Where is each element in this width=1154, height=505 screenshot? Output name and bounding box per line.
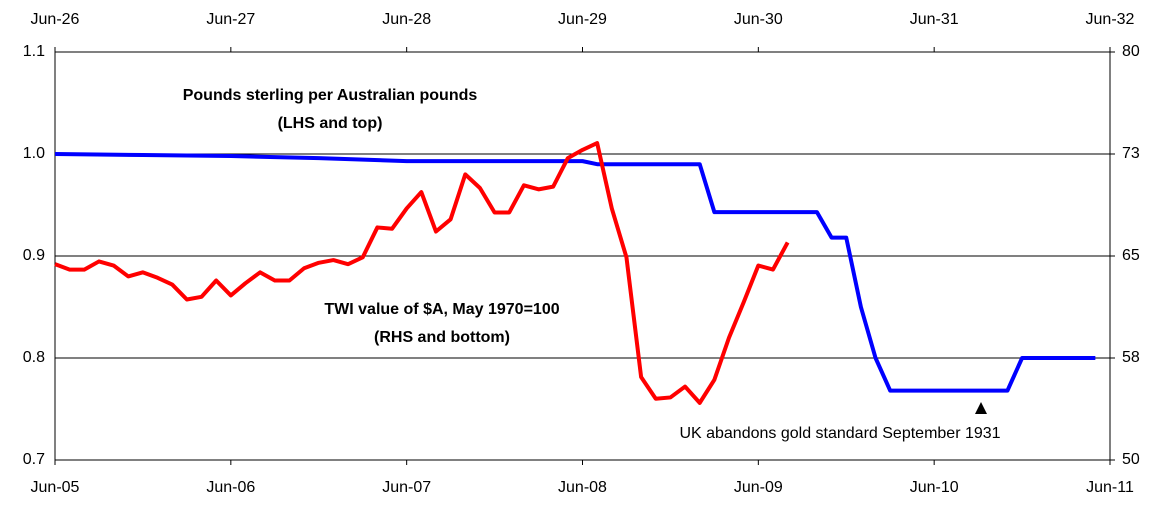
annotation: (LHS and top): [278, 115, 383, 132]
x-tick-label: Jun-06: [206, 479, 255, 496]
y2-tick-label: 58: [1122, 349, 1140, 366]
x2-tick-label: Jun-30: [734, 11, 783, 28]
y2-tick-label: 73: [1122, 145, 1140, 162]
x2-tick-label: Jun-27: [206, 11, 255, 28]
series-line: [54, 152, 1096, 393]
x2-tick-label: Jun-28: [382, 11, 431, 28]
annotation: UK abandons gold standard September 1931: [679, 425, 1000, 442]
x2-tick-label: Jun-31: [910, 11, 959, 28]
x2-tick-label: Jun-29: [558, 11, 607, 28]
x-tick-label: Jun-08: [558, 479, 607, 496]
plot-frame: [54, 51, 1111, 461]
x-tick-label: Jun-10: [910, 479, 959, 496]
x-tick-label: Jun-05: [31, 479, 80, 496]
y2-tick-label: 65: [1122, 247, 1140, 264]
x-tick-label: Jun-07: [382, 479, 431, 496]
x2-tick-label: Jun-32: [1086, 11, 1135, 28]
y2-tick-label: 50: [1122, 451, 1140, 468]
annotation: TWI value of $A, May 1970=100: [324, 301, 559, 318]
series-line: [54, 141, 790, 405]
y-tick-label: 1.0: [23, 145, 45, 162]
annotation-arrow: [975, 402, 987, 414]
y-tick-label: 0.9: [23, 247, 45, 264]
annotation: Pounds sterling per Australian pounds: [183, 87, 478, 104]
x2-tick-label: Jun-26: [31, 11, 80, 28]
y-tick-label: 0.8: [23, 349, 45, 366]
y-tick-label: 0.7: [23, 451, 45, 468]
x-tick-label: Jun-09: [734, 479, 783, 496]
x-tick-label: Jun-11: [1086, 479, 1134, 496]
y-tick-label: 1.1: [23, 43, 45, 60]
annotation: (RHS and bottom): [374, 329, 510, 346]
y2-tick-label: 80: [1122, 43, 1140, 60]
